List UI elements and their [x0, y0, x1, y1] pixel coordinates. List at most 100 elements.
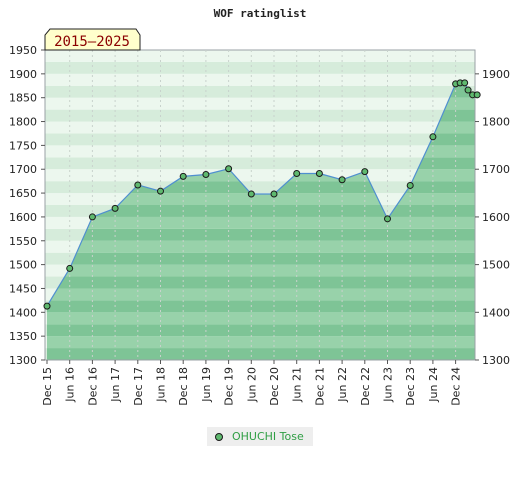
data-points [43, 79, 481, 310]
area-band [47, 288, 475, 301]
background-band [45, 157, 475, 170]
area-band [47, 205, 475, 217]
legend-label: OHUCHI Tose [232, 430, 304, 443]
x-tick-label: Jun 16 [64, 367, 77, 403]
x-tick-label: Dec 18 [177, 367, 190, 406]
y-left-tick-label: 1400 [9, 306, 37, 319]
background-band [45, 97, 475, 110]
y-left-tick-label: 1950 [9, 44, 37, 57]
x-tick-label: Dec 15 [41, 367, 54, 406]
y-right-tick-label: 1600 [482, 211, 510, 224]
background-band [45, 85, 475, 98]
background-band [45, 145, 475, 158]
data-point [225, 165, 233, 173]
x-axis: Dec 15 Jun 16 Dec 16 Jun 17 Dec 17 Jun 18 Dec … [41, 360, 463, 406]
data-point [473, 91, 481, 99]
y-left-tick-label: 1300 [9, 354, 37, 367]
x-tick-label: Dec 19 [223, 367, 236, 406]
area-band [47, 264, 475, 277]
legend: OHUCHI Tose [207, 427, 313, 446]
data-point [270, 190, 278, 198]
background-band [45, 50, 475, 62]
y-right-tick-label: 1500 [482, 259, 510, 272]
area-band [47, 193, 475, 205]
x-tick-label: Dec 17 [132, 367, 145, 406]
y-left-tick-label: 1700 [9, 163, 37, 176]
area-band [47, 276, 475, 289]
x-tick-label: Jun 21 [291, 367, 304, 403]
x-tick-label: Jun 20 [245, 367, 258, 403]
y-left-tick-label: 1350 [9, 330, 37, 343]
data-point [406, 181, 414, 189]
data-point [293, 170, 301, 178]
x-tick-label: Jun 22 [336, 367, 349, 403]
legend-marker [215, 432, 223, 441]
plot-frame [44, 49, 476, 361]
x-tick-label: Jun 17 [109, 367, 122, 403]
background-band [45, 133, 475, 146]
plot-border [44, 49, 476, 361]
data-point [247, 190, 255, 198]
y-left-tick-label: 1450 [9, 282, 37, 295]
x-tick-label: Dec 23 [404, 367, 417, 406]
area-band [47, 228, 475, 241]
data-point [315, 170, 323, 178]
x-tick-label: Dec 16 [86, 367, 99, 406]
area-band [47, 252, 475, 265]
data-point [134, 181, 142, 189]
data-point [157, 187, 164, 195]
x-tick-label: Dec 20 [268, 367, 281, 406]
y-right-tick-label: 1400 [482, 306, 510, 319]
y-left-tick-label: 1900 [9, 68, 37, 81]
y-axis-left: 1300 1350 1400 1450 1500 1550 1600 1650 1700 1750… [9, 44, 45, 367]
x-tick-label: Dec 22 [359, 367, 372, 406]
x-tick-label: Jun 23 [382, 367, 395, 403]
data-point [111, 204, 119, 212]
period-badge-shape [44, 28, 141, 51]
data-point [464, 86, 472, 94]
data-point [361, 168, 369, 176]
y-right-tick-label: 1900 [482, 68, 510, 81]
y-left-tick-label: 1800 [9, 116, 37, 129]
background-band [45, 61, 475, 74]
area-band [47, 348, 475, 360]
y-right-tick-label: 1700 [482, 163, 510, 176]
data-point [179, 172, 187, 180]
area-band [47, 336, 475, 349]
y-left-tick-label: 1750 [9, 139, 37, 152]
data-point [338, 176, 346, 184]
y-right-tick-label: 1800 [482, 116, 510, 129]
y-axis-right: 1300 1400 1500 1600 1700 1800 1900 [475, 68, 510, 367]
data-point [461, 79, 469, 87]
background-band [45, 73, 475, 86]
y-left-tick-label: 1600 [9, 211, 37, 224]
area-band [47, 300, 475, 313]
data-point [88, 213, 96, 221]
data-point [429, 133, 437, 141]
area-band [47, 312, 475, 325]
y-left-tick-label: 1850 [9, 92, 37, 105]
y-left-tick-label: 1500 [9, 259, 37, 272]
period-label: 2015–2025 [54, 34, 130, 50]
y-left-tick-label: 1650 [9, 187, 37, 200]
background-band [45, 181, 475, 194]
background-band [45, 109, 475, 122]
background-band [45, 121, 475, 134]
data-point [43, 302, 51, 310]
data-point [202, 170, 210, 178]
period-badge: 2015–2025 [44, 28, 141, 51]
x-tick-label: Jun 18 [155, 367, 168, 403]
x-tick-label: Jun 24 [427, 367, 440, 403]
x-tick-label: Dec 24 [450, 367, 463, 406]
area-band [47, 324, 475, 337]
y-left-tick-label: 1550 [9, 235, 37, 248]
y-right-tick-label: 1300 [482, 354, 510, 367]
chart-title: WOF ratinglist [214, 7, 307, 20]
x-tick-label: Dec 21 [313, 367, 326, 406]
background-band [45, 169, 475, 182]
data-point [384, 215, 391, 223]
data-point [66, 264, 74, 272]
x-tick-label: Jun 19 [200, 367, 213, 403]
area-band [47, 240, 475, 253]
